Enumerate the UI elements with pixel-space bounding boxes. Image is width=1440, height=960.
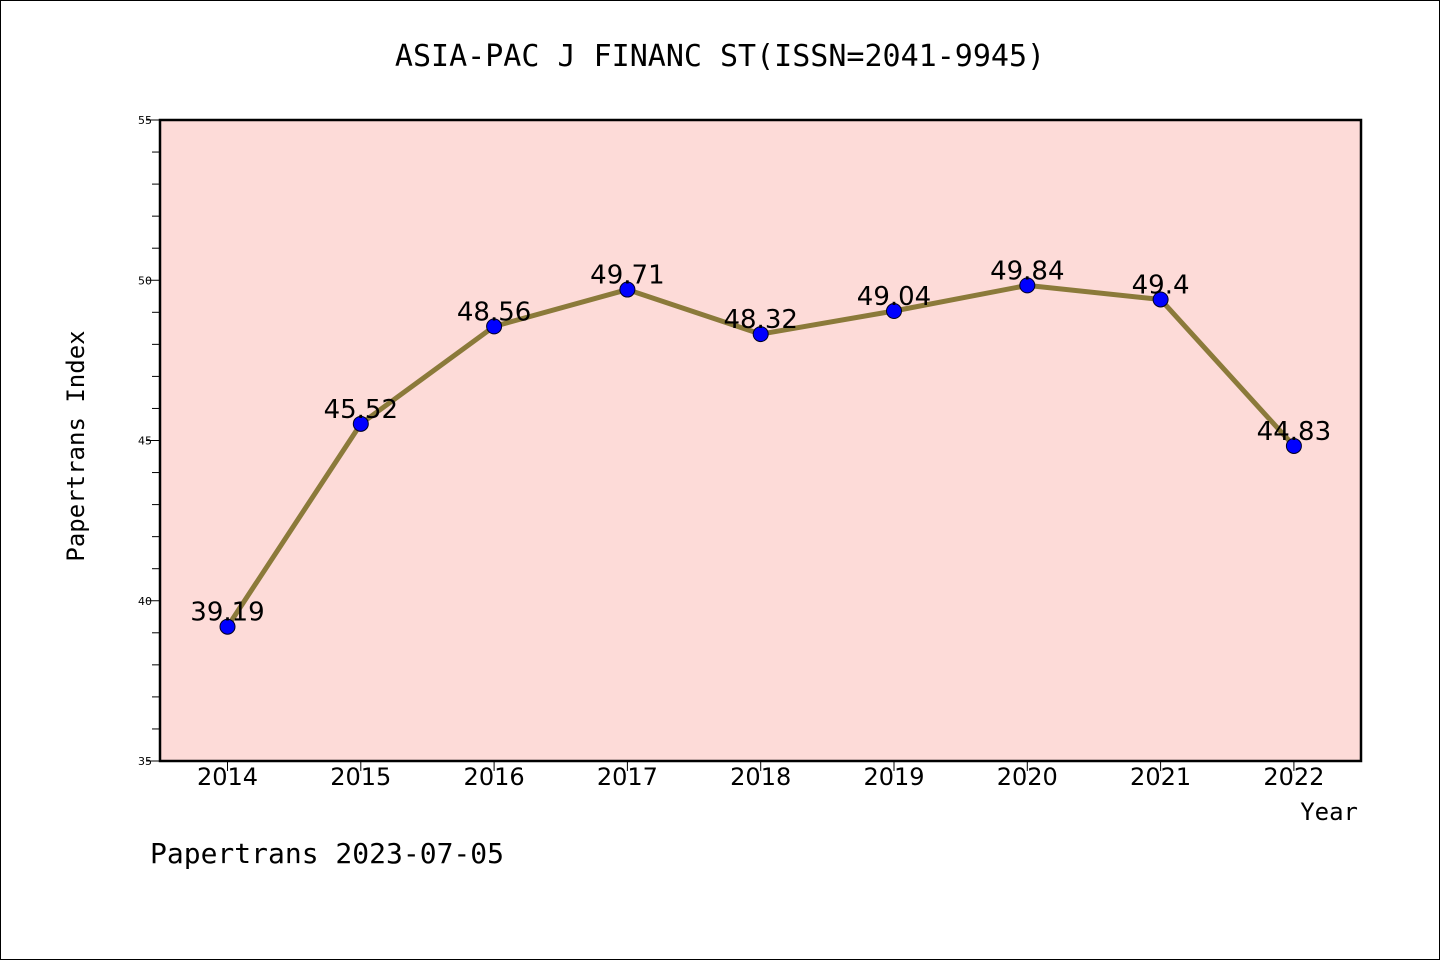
plot-border: [158, 118, 1363, 763]
y-tick-label: 40: [138, 595, 152, 608]
x-axis-label: Year: [1300, 798, 1358, 826]
x-tick-label: 2018: [730, 763, 791, 791]
data-label: 48.32: [723, 305, 797, 335]
chart-marks: 35 40 45 50 55 2014 2015 2016 2017 2018 2019 2020 20…: [138, 114, 1331, 791]
x-tick-label: 2014: [197, 763, 258, 791]
data-label: 45.52: [324, 395, 398, 425]
data-label: 49.4: [1132, 270, 1190, 300]
data-point: [1019, 277, 1036, 294]
plot-area: [160, 120, 1361, 761]
data-label: 44.83: [1257, 417, 1331, 447]
data-point: [752, 326, 769, 343]
y-tick-label: 50: [138, 274, 152, 287]
data-point: [352, 415, 369, 432]
y-tick-label: 55: [138, 114, 152, 127]
y-tick-label: 45: [138, 435, 152, 448]
chart-title: ASIA-PAC J FINANC ST(ISSN=2041-9945): [395, 39, 1045, 74]
data-point: [1285, 437, 1302, 454]
y-tick-label: 35: [138, 755, 152, 768]
data-label: 48.56: [457, 297, 531, 327]
x-tick-label: 2020: [997, 763, 1058, 791]
x-tick-label: 2016: [464, 763, 525, 791]
x-tick-label: 2017: [597, 763, 658, 791]
x-tick-label: 2015: [330, 763, 391, 791]
data-label: 39.19: [190, 598, 264, 628]
data-point: [486, 318, 503, 335]
data-point: [219, 618, 236, 635]
data-point: [886, 303, 902, 320]
data-label: 49.71: [590, 261, 664, 291]
x-tick-label: 2019: [863, 763, 924, 791]
x-tick-label: 2022: [1263, 763, 1324, 791]
data-label: 49.04: [857, 282, 931, 312]
data-point: [1152, 291, 1169, 308]
x-tick-label: 2021: [1130, 763, 1191, 791]
y-axis-label: Papertrans Index: [62, 330, 90, 561]
footer-text: Papertrans 2023-07-05: [150, 837, 504, 870]
data-point: [619, 281, 636, 298]
data-label: 49.84: [990, 256, 1064, 286]
